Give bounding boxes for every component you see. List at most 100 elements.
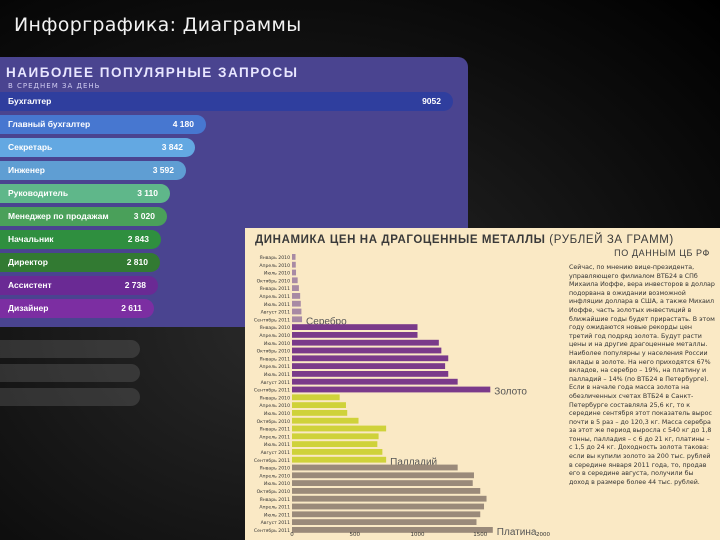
- metal-bar: [292, 300, 301, 307]
- metal-bar: [292, 410, 348, 416]
- metal-row-label: Июль 2010: [264, 411, 290, 417]
- request-bar: Менеджер по продажам 3 020: [0, 207, 167, 226]
- metals-title: ДИНАМИКА ЦЕН НА ДРАГОЦЕННЫЕ МЕТАЛЛЫ (РУБ…: [255, 234, 674, 246]
- metal-series-label: Палладий: [390, 457, 437, 468]
- panel-reflection: [0, 330, 468, 420]
- metal-row-label: Апрель 2011: [259, 364, 290, 370]
- metal-bar: [292, 316, 303, 323]
- metal-row-label: Апрель 2010: [259, 403, 290, 409]
- metal-bar: [292, 519, 477, 525]
- metal-row-label: Июль 2010: [264, 271, 290, 277]
- metal-bar: [292, 441, 378, 447]
- metal-bar: [292, 503, 485, 510]
- metal-row-label: Апрель 2011: [259, 505, 290, 511]
- request-bar-label: Бухгалтер: [8, 96, 52, 106]
- request-bar-label: Директор: [8, 257, 48, 267]
- request-bar-value: 9052: [422, 96, 441, 106]
- request-bar-label: Секретарь: [8, 142, 53, 152]
- request-bar-label: Менеджер по продажам: [8, 211, 109, 221]
- metal-row-label: Апрель 2010: [259, 473, 290, 479]
- metal-row-label: Январь 2011: [260, 356, 291, 362]
- metal-x-tick: 2000: [536, 532, 550, 538]
- metals-title-bold: ДИНАМИКА ЦЕН НА ДРАГОЦЕННЫЕ МЕТАЛЛЫ: [255, 234, 546, 246]
- request-bar: Секретарь 3 842: [0, 138, 195, 157]
- metal-row-label: Сентябрь 2011: [254, 388, 290, 394]
- metal-bar: [292, 378, 458, 385]
- metal-bar: [292, 417, 359, 424]
- metal-x-tick: 0: [290, 532, 294, 538]
- metal-bar: [292, 386, 491, 393]
- metal-row-label: Январь 2010: [260, 255, 291, 261]
- metal-row-label: Январь 2010: [260, 466, 291, 472]
- metal-bar: [292, 527, 493, 533]
- request-bar-label: Ассистент: [8, 280, 52, 290]
- metal-bar: [292, 433, 379, 440]
- metal-row-label: Август 2011: [261, 520, 290, 526]
- metal-bar: [292, 332, 418, 338]
- metal-row-label: Июль 2010: [264, 341, 290, 347]
- request-bar-value: 4 180: [172, 119, 194, 129]
- metal-row-label: Июль 2011: [264, 512, 290, 518]
- metal-bar: [292, 394, 340, 401]
- metal-x-tick: 1500: [473, 532, 487, 538]
- metal-row-label: Август 2011: [261, 380, 290, 386]
- request-bar: Главный бухгалтер 4 180: [0, 115, 206, 134]
- request-bar-value: 2 843: [127, 234, 149, 244]
- metal-bar: [292, 285, 299, 291]
- metal-bar: [292, 511, 481, 518]
- request-bar: Дизайнер 2 611: [0, 299, 154, 318]
- request-bar-label: Главный бухгалтер: [8, 119, 91, 129]
- request-bar: Директор 2 810: [0, 253, 160, 272]
- request-bar: Руководитель 3 110: [0, 184, 170, 203]
- metal-row-label: Январь 2010: [260, 395, 291, 401]
- metal-row-label: Сентябрь 2011: [254, 317, 290, 323]
- metal-bar: [292, 339, 439, 346]
- request-bar-value: 3 592: [152, 165, 174, 175]
- request-bar-value: 2 810: [126, 257, 148, 267]
- metal-row-label: Октябрь 2010: [257, 419, 291, 425]
- metal-row-label: Апрель 2011: [259, 294, 290, 300]
- metal-row-label: Апрель 2011: [259, 434, 290, 440]
- metal-row-label: Июль 2010: [264, 481, 290, 487]
- metal-row-label: Сентябрь 2011: [254, 528, 290, 534]
- slide-title: Инфорграфика: Диаграммы: [14, 14, 302, 36]
- metal-x-tick: 500: [350, 532, 361, 538]
- request-bar: Инженер 3 592: [0, 161, 186, 180]
- request-bar: Ассистент 2 738: [0, 276, 158, 295]
- metal-row-label: Август 2011: [261, 310, 290, 316]
- request-bar-label: Руководитель: [8, 188, 69, 198]
- metal-row-label: Октябрь 2010: [257, 278, 291, 284]
- metal-bar: [292, 456, 387, 463]
- metal-row-label: Сентябрь 2011: [254, 458, 290, 464]
- requests-subtitle: В СРЕДНЕМ ЗА ДЕНЬ: [8, 82, 101, 90]
- request-bar-value: 3 020: [133, 211, 155, 221]
- metals-title-unit: (РУБЛЕЙ ЗА ГРАММ): [549, 234, 674, 246]
- metal-row-label: Апрель 2010: [259, 263, 290, 269]
- metal-bar: [292, 495, 487, 502]
- metal-bar: [292, 355, 449, 362]
- metal-bar: [292, 371, 449, 377]
- request-bar-value: 3 110: [137, 188, 158, 198]
- metal-row-label: Октябрь 2010: [257, 489, 291, 495]
- metal-row-label: Июль 2011: [264, 302, 290, 308]
- request-bar-value: 3 842: [161, 142, 183, 152]
- metal-row-label: Январь 2011: [260, 286, 291, 292]
- request-bar-value: 2 738: [124, 280, 146, 290]
- request-bar: Бухгалтер 9052: [0, 92, 453, 111]
- request-bar-value: 2 611: [121, 303, 142, 313]
- request-bar-label: Дизайнер: [8, 303, 49, 313]
- metal-row-label: Июль 2011: [264, 442, 290, 448]
- popular-requests-panel: НАИБОЛЕЕ ПОПУЛЯРНЫЕ ЗАПРОСЫ В СРЕДНЕМ ЗА…: [0, 57, 468, 327]
- metal-bar: [292, 449, 383, 455]
- metal-bar: [292, 425, 387, 432]
- metal-bar: [292, 464, 458, 471]
- request-bar-label: Начальник: [8, 234, 54, 244]
- metal-row-label: Апрель 2010: [259, 333, 290, 339]
- metal-x-tick: 1000: [411, 532, 425, 538]
- metal-row-label: Октябрь 2010: [257, 349, 291, 355]
- metal-bar: [292, 363, 446, 369]
- metal-row-label: Январь 2011: [260, 497, 291, 503]
- metal-bar: [292, 277, 298, 284]
- metal-row-label: Июль 2011: [264, 372, 290, 378]
